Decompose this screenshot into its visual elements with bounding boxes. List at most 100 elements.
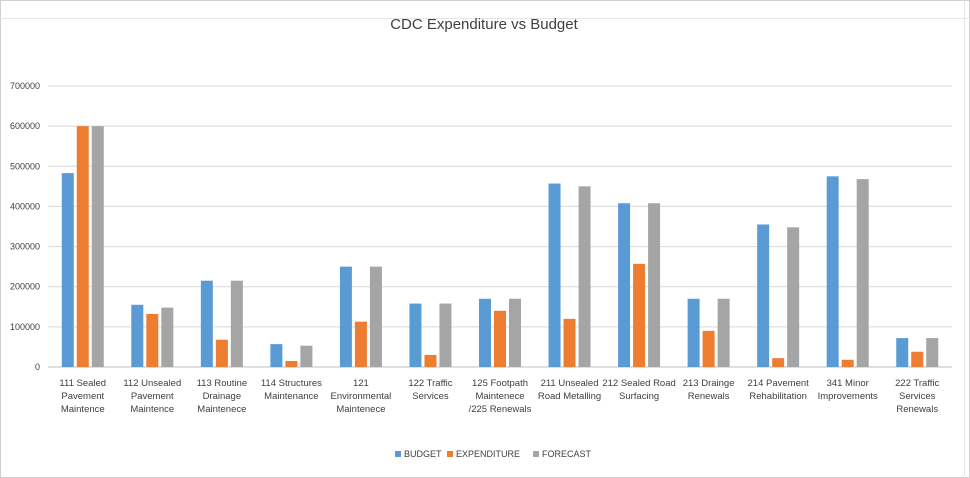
x-axis: 111 Sealed Pavement Maintence 112 Unsealed P…	[59, 378, 939, 415]
bar-expenditure-0	[76, 126, 89, 368]
legend-label-budget: BUDGET	[404, 449, 442, 459]
bar-forecast-1	[161, 307, 174, 367]
legend-label-expenditure: EXPENDITURE	[456, 449, 520, 459]
x-tick-label-line: Services	[899, 391, 936, 402]
bar-expenditure-10	[772, 358, 785, 367]
y-axis: 0 100000 200000 300000 400000 500000 600000 700…	[10, 81, 40, 372]
bar-budget-4	[339, 266, 352, 367]
bar-expenditure-2	[215, 339, 228, 367]
x-tick-label-line: 122 Traffic	[408, 378, 452, 389]
x-tick-label-line: Maintenance	[264, 391, 318, 402]
y-tick-label: 300000	[10, 242, 40, 252]
x-tick-label-line: 121	[353, 378, 369, 389]
y-tick-label: 400000	[10, 201, 40, 211]
x-tick-label: 125 Footpath Maintenece/225 Renewals	[469, 378, 532, 415]
bar-expenditure-3	[285, 360, 298, 367]
x-tick-label-line: Drainage	[203, 391, 242, 402]
x-tick-label-line: Maintence	[61, 404, 105, 415]
bar-forecast-12	[926, 338, 939, 367]
x-tick-label: 211 Unsealed Road Metalling	[538, 378, 601, 402]
x-tick-label: 122 Traffic Services	[408, 378, 452, 402]
y-tick-label: 600000	[10, 121, 40, 131]
chart-title: CDC Expenditure vs Budget	[390, 16, 578, 33]
bars	[61, 126, 939, 368]
legend-swatch-expenditure	[447, 451, 453, 457]
bar-budget-8	[618, 203, 631, 367]
x-tick-label: 121 Environmental Maintenece	[331, 378, 392, 415]
bar-forecast-2	[230, 280, 243, 367]
bar-forecast-0	[91, 126, 104, 368]
x-tick-label-line: 212 Sealed Road	[602, 378, 675, 389]
x-tick-label-line: 222 Traffic	[895, 378, 939, 389]
y-tick-label: 200000	[10, 282, 40, 292]
x-tick-label-line: Road Metalling	[538, 391, 601, 402]
bar-forecast-8	[648, 203, 661, 367]
bar-budget-6	[479, 298, 491, 367]
x-tick-label: 113 Routine Drainage Maintenece	[197, 378, 248, 415]
bar-budget-7	[548, 183, 561, 367]
bar-budget-10	[757, 224, 770, 367]
bar-budget-1	[131, 304, 144, 367]
x-tick-label-line: Maintenece	[475, 391, 524, 402]
bar-budget-11	[826, 176, 839, 367]
x-tick-label-line: 125 Footpath	[472, 378, 528, 389]
bar-budget-3	[270, 344, 283, 367]
bar-expenditure-12	[911, 351, 924, 367]
x-tick-label-line: Pavement	[61, 391, 104, 402]
x-tick-label-line: Surfacing	[619, 391, 659, 402]
x-tick-label: 222 Traffic Services Renewals	[895, 378, 939, 415]
x-tick-label: 112 Unsealed Pavement Maintence	[123, 378, 181, 415]
bar-expenditure-6	[494, 310, 506, 367]
x-tick-label-line: 214 Pavement	[748, 378, 810, 389]
bar-budget-9	[687, 298, 700, 367]
x-tick-label: 213 Drainge Renewals	[683, 378, 735, 402]
x-tick-label-line: 341 Minor	[827, 378, 869, 389]
x-tick-label-line: Maintenece	[336, 404, 385, 415]
x-tick-label-line: 211 Unsealed	[541, 378, 599, 389]
x-tick-label-line: 111 Sealed	[59, 378, 106, 389]
bar-forecast-7	[578, 186, 591, 367]
legend: BUDGET EXPENDITURE FORECAST	[395, 449, 592, 459]
x-tick-label: 341 Minor Improvements	[818, 378, 878, 402]
bar-forecast-9	[717, 298, 730, 367]
x-tick-label-line: 114 Structures	[261, 378, 322, 389]
x-tick-label-line: Maintenece	[197, 404, 246, 415]
bar-expenditure-9	[702, 330, 715, 367]
bar-expenditure-7	[563, 318, 576, 367]
x-tick-label-line: /225 Renewals	[469, 404, 532, 415]
x-tick-label: 111 Sealed Pavement Maintence	[59, 378, 106, 415]
bar-expenditure-11	[841, 359, 854, 367]
bar-expenditure-5	[424, 354, 437, 367]
bar-expenditure-1	[146, 314, 159, 367]
legend-label-forecast: FORECAST	[542, 449, 592, 459]
x-tick-label-line: Rehabilitation	[749, 391, 807, 402]
sheet-gridline	[0, 18, 970, 19]
x-tick-label-line: Renewals	[896, 404, 938, 415]
bar-expenditure-4	[354, 321, 367, 367]
x-tick-label-line: Renewals	[688, 391, 730, 402]
x-tick-label-line: 112 Unsealed	[123, 378, 181, 389]
bar-forecast-4	[369, 266, 382, 367]
legend-swatch-forecast	[533, 451, 539, 457]
bar-budget-12	[896, 338, 909, 367]
y-tick-label: 500000	[10, 161, 40, 171]
x-tick-label-line: Maintence	[130, 404, 174, 415]
x-tick-label-line: 113 Routine	[197, 378, 248, 389]
bar-budget-0	[61, 173, 74, 367]
bar-forecast-10	[787, 227, 800, 367]
y-tick-label: 0	[35, 362, 40, 372]
bar-forecast-5	[439, 303, 452, 367]
bar-expenditure-8	[633, 263, 646, 367]
x-tick-label: 212 Sealed Road Surfacing	[602, 378, 675, 402]
bar-forecast-6	[509, 298, 521, 367]
x-tick-label-line: Improvements	[818, 391, 878, 402]
x-tick-label: 214 Pavement Rehabilitation	[748, 378, 810, 402]
x-tick-label-line: Environmental	[331, 391, 392, 402]
bar-forecast-3	[300, 345, 313, 367]
y-tick-label: 100000	[10, 322, 40, 332]
sheet-gridline	[964, 0, 965, 478]
x-tick-label-line: Pavement	[131, 391, 174, 402]
bar-budget-5	[409, 303, 422, 367]
